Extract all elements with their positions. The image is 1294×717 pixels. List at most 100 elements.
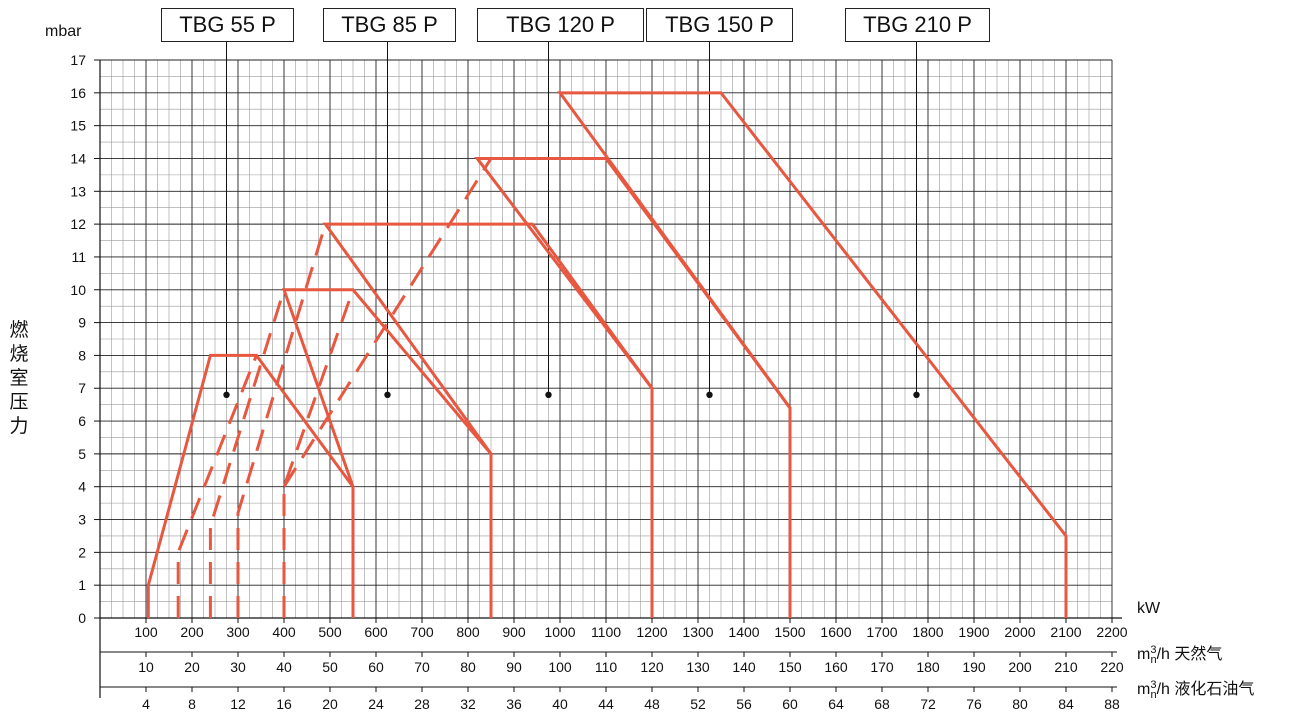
x-tick-label: 12 [230, 696, 246, 712]
x-tick-label: 220 [1100, 659, 1124, 675]
x-tick-label: 1200 [636, 624, 667, 640]
x-tick-label: 68 [874, 696, 890, 712]
x-tick-label: 50 [322, 659, 338, 675]
x-tick-label: 84 [1058, 696, 1074, 712]
x-tick-label: 100 [548, 659, 572, 675]
x-tick-label: 130 [686, 659, 710, 675]
marker-tbg-120-p [545, 391, 552, 398]
x-tick-label: 36 [506, 696, 522, 712]
x-tick-label: 60 [782, 696, 798, 712]
x-tick-label: 2000 [1004, 624, 1035, 640]
marker-tbg-210-p [913, 391, 920, 398]
x-tick-label: 40 [276, 659, 292, 675]
x-tick-label: 170 [870, 659, 894, 675]
x-tick-label: 32 [460, 696, 476, 712]
y-tick-label: 1 [78, 577, 86, 593]
legend-tbg-85-p: TBG 85 P [323, 8, 456, 42]
x-tick-label: 76 [966, 696, 982, 712]
y-tick-label: 11 [71, 249, 86, 265]
y-tick-label: 5 [78, 446, 86, 462]
y-tick-label: 12 [70, 216, 86, 232]
x-tick-label: 180 [916, 659, 940, 675]
y-tick-label: 13 [70, 183, 86, 199]
x-tick-label: 150 [778, 659, 802, 675]
series-dashed-tbg-120-p [208, 289, 286, 618]
x-tick-label: 44 [598, 696, 614, 712]
x-tick-label: 210 [1054, 659, 1078, 675]
x-tick-label: 140 [732, 659, 756, 675]
x-tick-label: 90 [506, 659, 522, 675]
x-tick-label: 20 [322, 696, 338, 712]
y-tick-label: 3 [78, 512, 86, 528]
x-tick-label: 16 [276, 696, 292, 712]
x-tick-label: 40 [552, 696, 568, 712]
x-tick-label: 56 [736, 696, 752, 712]
x-tick-label: 52 [690, 696, 706, 712]
x-tick-label: 2100 [1050, 624, 1081, 640]
x-tick-label: 300 [226, 624, 250, 640]
marker-tbg-85-p [384, 391, 391, 398]
x-tick-label: 70 [414, 659, 430, 675]
x-tick-label: 1400 [728, 624, 759, 640]
x-tick-label: 100 [134, 624, 158, 640]
x-tick-label: 72 [920, 696, 936, 712]
y-axis-unit: mbar [45, 23, 82, 40]
y-tick-label: 15 [70, 118, 86, 134]
x-tick-label: 80 [1012, 696, 1028, 712]
x-tick-label: 80 [460, 659, 476, 675]
x-tick-label: 1500 [774, 624, 805, 640]
legend-tbg-120-p: TBG 120 P [477, 8, 644, 42]
y-tick-label: 7 [78, 380, 86, 396]
x-tick-label: 500 [318, 624, 342, 640]
y-tick-label: 10 [70, 282, 86, 298]
x-tick-label: 20 [184, 659, 200, 675]
x-tick-label: 110 [595, 659, 618, 675]
x-tick-label: 1800 [912, 624, 943, 640]
x-tick-label: 200 [1008, 659, 1032, 675]
legend-tbg-150-p: TBG 150 P [646, 8, 793, 42]
x-tick-label: 200 [180, 624, 204, 640]
x-tick-label: 700 [410, 624, 434, 640]
y-tick-label: 4 [78, 479, 86, 495]
x-tick-label: 1600 [820, 624, 851, 640]
y-tick-label: 8 [78, 347, 86, 363]
x-tick-label: 160 [824, 659, 848, 675]
x-tick-label: 190 [962, 659, 986, 675]
y-tick-label: 14 [70, 150, 86, 166]
y-tick-label: 16 [70, 85, 86, 101]
y-tick-label: 6 [78, 413, 86, 429]
x-tick-label: 64 [828, 696, 844, 712]
x-tick-label: 24 [368, 696, 384, 712]
x-axis-unit: m3 n/h 液化石油气 [1137, 679, 1254, 701]
y-tick-label: 17 [70, 52, 86, 68]
x-tick-label: 120 [640, 659, 664, 675]
x-axis-unit: m3 n/h 天然气 [1137, 644, 1222, 666]
y-axis-label: 燃烧室压力 [9, 319, 29, 437]
x-tick-label: 8 [188, 696, 196, 712]
x-tick-label: 4 [142, 696, 150, 712]
x-tick-label: 800 [456, 624, 480, 640]
x-tick-label: 600 [364, 624, 388, 640]
x-tick-label: 2200 [1096, 624, 1127, 640]
series-dashed-tbg-210-p [282, 157, 493, 488]
y-tick-label: 9 [78, 315, 86, 331]
y-tick-label: 2 [78, 544, 86, 560]
x-tick-label: 60 [368, 659, 384, 675]
x-tick-label: 900 [502, 624, 526, 640]
x-tick-label: 1300 [682, 624, 713, 640]
series-tbg-210-p [557, 91, 1068, 618]
x-axis-unit: kW [1137, 600, 1161, 617]
legend-tbg-55-p: TBG 55 P [161, 8, 294, 42]
x-tick-label: 1000 [544, 624, 575, 640]
legend-tbg-210-p: TBG 210 P [845, 8, 990, 42]
x-tick-label: 88 [1104, 696, 1120, 712]
x-tick-label: 28 [414, 696, 430, 712]
grid [100, 59, 1113, 618]
x-tick-label: 30 [230, 659, 246, 675]
x-tick-label: 10 [138, 659, 154, 675]
x-tick-label: 48 [644, 696, 660, 712]
x-tick-label: 400 [272, 624, 296, 640]
x-tick-label: 1900 [958, 624, 989, 640]
marker-tbg-55-p [223, 391, 230, 398]
